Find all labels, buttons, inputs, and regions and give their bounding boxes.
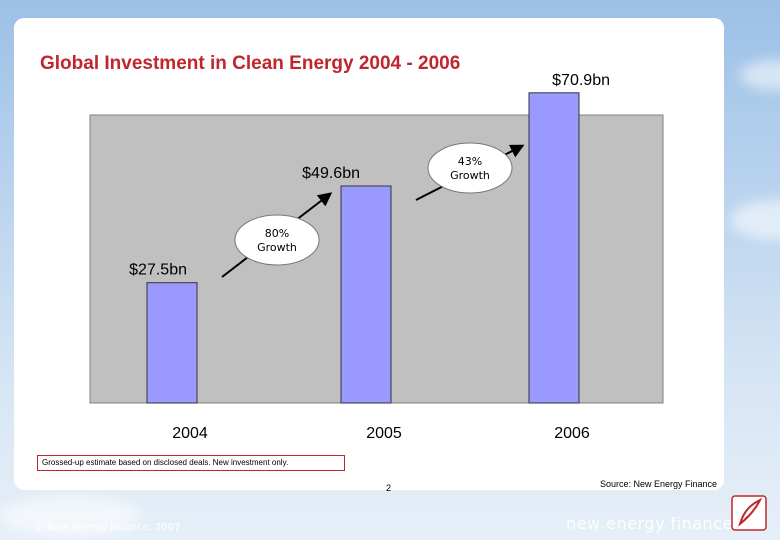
company-logo-icon (731, 495, 767, 531)
footnote-box: Grossed-up estimate based on disclosed d… (37, 455, 345, 471)
growth-word-2: Growth (450, 169, 490, 182)
growth-word-1: Growth (257, 241, 297, 254)
data-label-2004: $27.5bn (129, 262, 187, 279)
copyright-text: © New Energy Finance, 2007 (34, 522, 181, 533)
growth-callout-2 (427, 142, 513, 194)
slide-title: Global Investment in Clean Energy 2004 -… (40, 53, 461, 74)
data-label-2006: $70.9bn (552, 72, 610, 89)
source-text: Source: New Energy Finance (599, 479, 717, 489)
bar-2006 (528, 92, 580, 404)
page-number: 2 (386, 483, 392, 493)
growth-percent-1: 80% (265, 227, 289, 240)
category-label-2006: 2006 (554, 425, 590, 442)
bar-2004 (146, 282, 198, 404)
data-label-2005: $49.6bn (302, 165, 360, 182)
category-label-2004: 2004 (172, 425, 208, 442)
growth-callout-1 (234, 214, 320, 266)
category-label-2005: 2005 (366, 425, 402, 442)
bar-2005 (340, 185, 392, 404)
brand-wordmark: new energy finance (566, 514, 733, 533)
growth-percent-2: 43% (458, 155, 482, 168)
